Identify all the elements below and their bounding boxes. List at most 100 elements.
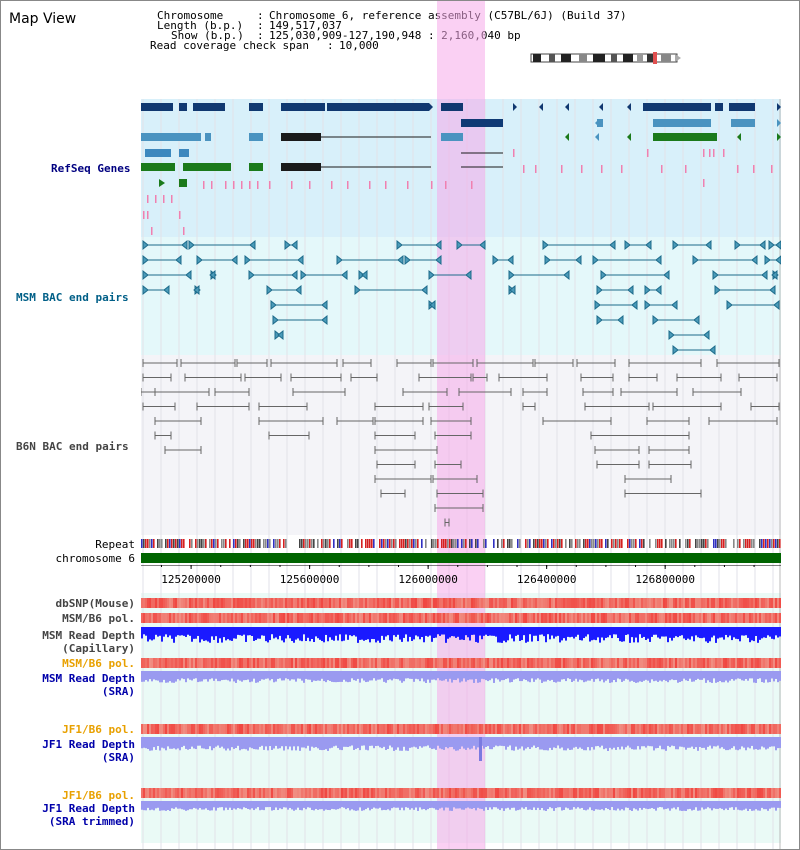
jf1-sra-depth: [297, 737, 299, 747]
jf1-sra-depth: [219, 737, 221, 748]
dbsnp-heat: [651, 598, 653, 608]
jf1-pol2-heat: [633, 788, 635, 798]
jf1-pol2-heat: [327, 788, 329, 798]
jf1-pol-heat: [513, 724, 515, 734]
jf1-pol-heat: [163, 724, 165, 734]
jf1-trim-depth: [467, 801, 469, 808]
jf1-pol2-heat: [367, 788, 369, 798]
dbsnp-heat: [315, 598, 317, 608]
msm-sra-depth: [231, 671, 233, 679]
msm-pol2-heat: [553, 658, 555, 668]
msm-pol-heat: [195, 613, 197, 623]
jf1-pol2-heat: [385, 788, 387, 798]
msm-bac-end: [644, 284, 651, 296]
msm-capillary-depth: [683, 627, 685, 639]
jf1-trim-depth: [257, 801, 259, 808]
jf1-pol-heat: [617, 724, 619, 734]
coverage-value: 10,000: [339, 39, 379, 52]
repeat-element: [191, 539, 193, 548]
repeat-track[interactable]: [141, 539, 781, 549]
jf1-pol-heat: [187, 724, 189, 734]
jf1-pol-2-label: JF1/B6 pol.: [62, 789, 135, 802]
msm-bac-label[interactable]: MSM BAC end pairs: [16, 291, 129, 304]
jf1-pol-heat: [165, 724, 167, 734]
msm-capillary-depth: [419, 627, 421, 640]
jf1-trim-depth: [207, 801, 209, 810]
msm-sra-depth: [499, 671, 501, 682]
msm-sra-depth: [649, 671, 651, 683]
repeat-element: [543, 539, 545, 548]
jf1-pol-heat: [515, 724, 517, 734]
jf1-pol-heat: [465, 724, 467, 734]
msm-capillary-depth: [175, 627, 177, 637]
msm-bac-end: [428, 269, 435, 281]
feature-canvas[interactable]: [141, 99, 781, 539]
msm-pol2-heat: [707, 658, 709, 668]
refseq-genes-label[interactable]: RefSeq Genes: [51, 162, 131, 175]
msm-bac-end: [617, 314, 624, 326]
jf1-pol2-heat: [667, 788, 669, 798]
msm-pol2-heat: [625, 658, 627, 668]
repeat-element: [257, 539, 259, 548]
jf1-trim-depth: [393, 801, 395, 808]
dbsnp-heat: [249, 598, 251, 608]
repeat-element: [519, 539, 521, 548]
jf1-sra-depth: [555, 737, 557, 749]
jf1-trim-depth: [535, 801, 537, 811]
dbsnp-heat: [561, 598, 563, 608]
msm-sra-depth: [431, 671, 433, 680]
msm-capillary-depth: [379, 627, 381, 643]
jf1-sra-depth: [353, 737, 355, 750]
b6n-bac-label[interactable]: B6N BAC end pairs: [16, 440, 129, 453]
jf1-pol2-heat: [435, 788, 437, 798]
msm-sra-depth: [361, 671, 363, 679]
jf1-pol2-heat: [617, 788, 619, 798]
jf1-pol-heat: [657, 724, 659, 734]
msm-pol2-heat: [459, 658, 461, 668]
dbsnp-heat: [205, 598, 207, 608]
jf1-sra-depth: [751, 737, 753, 746]
dbsnp-heat: [701, 598, 703, 608]
msm-bac-end: [163, 284, 170, 296]
dbsnp-heat: [247, 598, 249, 608]
dbsnp-heat: [417, 598, 419, 608]
msm-capillary-depth: [405, 627, 407, 635]
msm-pol2-heat: [277, 658, 279, 668]
dbsnp-heat: [167, 598, 169, 608]
chromosome-ideogram[interactable]: [529, 52, 683, 64]
jf1-trim-depth: [523, 801, 525, 809]
repeat-element: [695, 539, 697, 548]
msm-pol-heat: [757, 613, 759, 623]
data-tracks-canvas[interactable]: [141, 597, 781, 827]
jf1-pol2-heat: [325, 788, 327, 798]
dbsnp-heat: [527, 598, 529, 608]
msm-pol2-heat: [355, 658, 357, 668]
msm-capillary-depth: [297, 627, 299, 639]
msm-pol2-heat: [293, 658, 295, 668]
msm-sra-depth: [223, 671, 225, 680]
jf1-pol2-heat: [203, 788, 205, 798]
repeat-element: [151, 539, 153, 548]
msm-pol2-heat: [409, 658, 411, 668]
msm-bac-end: [596, 284, 603, 296]
chromosome-bar[interactable]: [141, 553, 781, 563]
jf1-pol-heat: [355, 724, 357, 734]
dbsnp-heat: [715, 598, 717, 608]
jf1-trim-depth: [267, 801, 269, 808]
msm-sra-depth: [293, 671, 295, 680]
repeat-element: [541, 539, 543, 548]
dbsnp-heat: [147, 598, 149, 608]
repeat-element: [413, 539, 415, 548]
jf1-trim-depth: [579, 801, 581, 809]
msm-bac-end: [751, 254, 758, 266]
dbsnp-heat: [485, 598, 487, 608]
selected-region-highlight[interactable]: [437, 1, 485, 849]
jf1-pol-heat: [329, 724, 331, 734]
repeat-element: [325, 539, 327, 548]
msm-pol-heat: [775, 613, 777, 623]
msm-sra-depth: [735, 671, 737, 680]
msm-sra-depth: [679, 671, 681, 682]
snp-mark: [179, 211, 181, 219]
snp-mark: [535, 165, 537, 173]
dbsnp-heat: [327, 598, 329, 608]
